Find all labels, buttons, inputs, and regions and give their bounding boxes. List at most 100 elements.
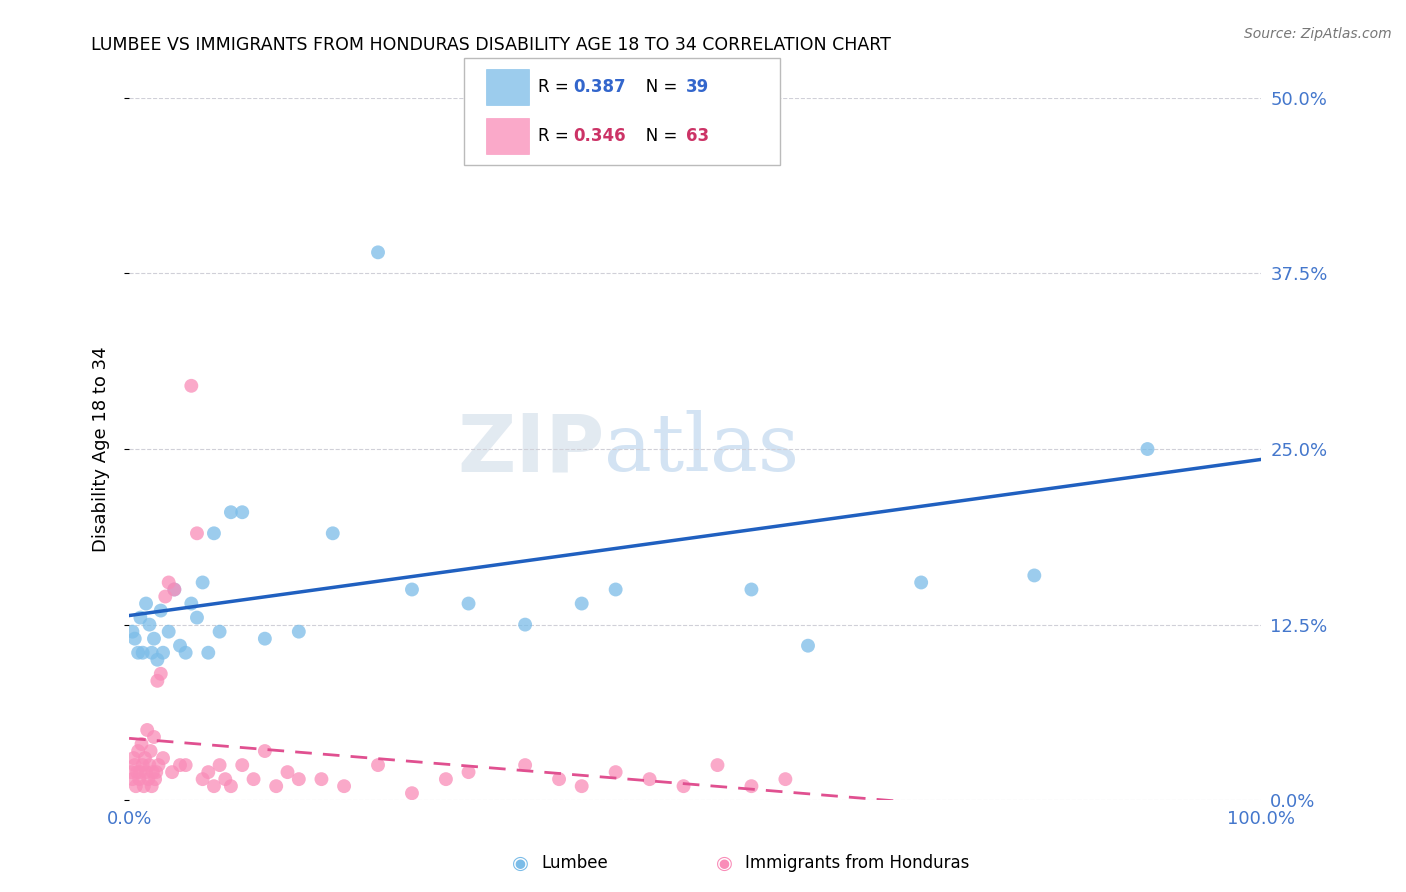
Point xyxy=(148,758,170,772)
Point xyxy=(141,646,163,660)
Point xyxy=(129,610,152,624)
Text: N =: N = xyxy=(630,127,682,145)
Point xyxy=(149,666,172,681)
Point xyxy=(143,632,166,646)
Text: 0.387: 0.387 xyxy=(574,78,626,96)
Point xyxy=(127,744,149,758)
Point xyxy=(157,624,180,639)
Point xyxy=(152,646,174,660)
Point xyxy=(219,505,242,519)
Point xyxy=(174,758,197,772)
Point xyxy=(219,779,242,793)
Point xyxy=(180,597,202,611)
Point xyxy=(163,582,186,597)
Point xyxy=(155,590,177,604)
Point xyxy=(146,673,169,688)
Text: Source: ZipAtlas.com: Source: ZipAtlas.com xyxy=(1244,27,1392,41)
Point xyxy=(138,617,160,632)
Point xyxy=(910,575,932,590)
Point xyxy=(231,505,253,519)
Text: 63: 63 xyxy=(686,127,709,145)
Point xyxy=(242,772,264,786)
Text: Lumbee: Lumbee xyxy=(541,855,607,872)
Point xyxy=(136,772,159,786)
Point xyxy=(169,758,191,772)
Point xyxy=(134,751,156,765)
Point xyxy=(149,603,172,617)
Point xyxy=(253,744,276,758)
Point xyxy=(638,772,661,786)
Point xyxy=(311,772,333,786)
Point xyxy=(136,723,159,737)
Point xyxy=(288,772,311,786)
Point xyxy=(160,765,183,780)
Point xyxy=(138,758,160,772)
Point xyxy=(605,765,627,780)
Point xyxy=(605,582,627,597)
Text: ◉: ◉ xyxy=(716,854,733,873)
Point xyxy=(131,737,153,751)
Point xyxy=(797,639,820,653)
Text: Immigrants from Honduras: Immigrants from Honduras xyxy=(745,855,970,872)
Point xyxy=(288,624,311,639)
Point xyxy=(139,744,162,758)
Point xyxy=(163,582,186,597)
Point xyxy=(197,765,219,780)
Text: N =: N = xyxy=(630,78,682,96)
Point xyxy=(513,617,536,632)
Point xyxy=(186,610,208,624)
Point xyxy=(121,772,143,786)
Point xyxy=(202,779,225,793)
Point xyxy=(131,646,153,660)
Point xyxy=(775,772,797,786)
Point xyxy=(135,597,157,611)
Text: R =: R = xyxy=(538,127,575,145)
Point xyxy=(333,779,356,793)
Point xyxy=(152,751,174,765)
Point xyxy=(208,758,231,772)
Point xyxy=(197,646,219,660)
Point xyxy=(202,526,225,541)
Point xyxy=(322,526,344,541)
Point xyxy=(683,133,706,147)
Point xyxy=(1024,568,1046,582)
Point xyxy=(401,582,423,597)
Point xyxy=(548,772,571,786)
Point xyxy=(367,758,389,772)
Point xyxy=(457,597,479,611)
Text: LUMBEE VS IMMIGRANTS FROM HONDURAS DISABILITY AGE 18 TO 34 CORRELATION CHART: LUMBEE VS IMMIGRANTS FROM HONDURAS DISAB… xyxy=(91,36,891,54)
Point xyxy=(157,575,180,590)
Point xyxy=(571,779,593,793)
Point xyxy=(740,779,762,793)
Point xyxy=(214,772,236,786)
Point xyxy=(231,758,253,772)
Point xyxy=(191,575,214,590)
Point xyxy=(124,758,146,772)
Point xyxy=(127,646,149,660)
Point xyxy=(146,653,169,667)
Point xyxy=(1136,442,1159,456)
Text: atlas: atlas xyxy=(605,410,800,488)
Point xyxy=(740,582,762,597)
Point xyxy=(135,765,157,780)
Point xyxy=(208,624,231,639)
Point xyxy=(141,779,163,793)
Point xyxy=(672,779,695,793)
Point xyxy=(180,379,202,393)
Point xyxy=(264,779,287,793)
Point xyxy=(145,765,167,780)
Point xyxy=(401,786,423,800)
Point xyxy=(174,646,197,660)
Point xyxy=(131,758,153,772)
Point xyxy=(571,597,593,611)
Text: 39: 39 xyxy=(686,78,710,96)
Text: ◉: ◉ xyxy=(512,854,529,873)
Point xyxy=(457,765,479,780)
Point xyxy=(434,772,457,786)
Point xyxy=(169,639,191,653)
Text: ZIP: ZIP xyxy=(457,410,605,488)
Point xyxy=(122,751,145,765)
Point xyxy=(132,779,155,793)
Point xyxy=(191,772,214,786)
Point xyxy=(253,632,276,646)
